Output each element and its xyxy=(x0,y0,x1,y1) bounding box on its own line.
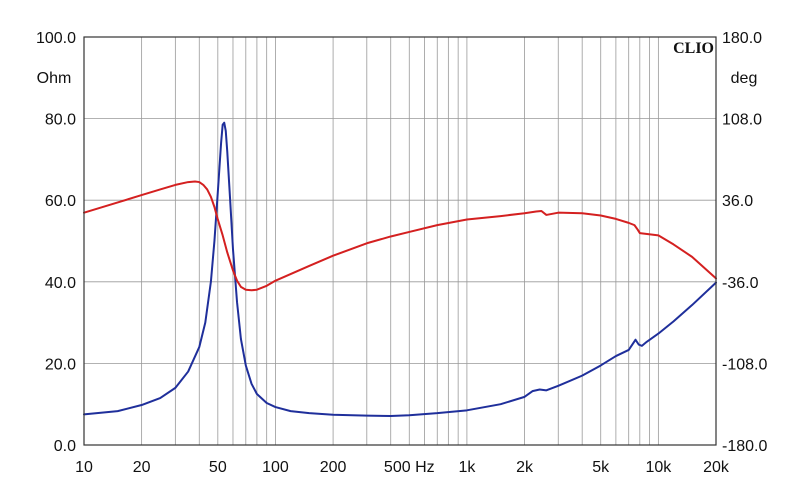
phase-curve xyxy=(83,180,717,292)
y-left-tick-label: 20.0 xyxy=(45,356,76,373)
right-axis-unit: deg xyxy=(731,70,758,87)
x-tick-label: 5k xyxy=(592,459,610,476)
y-left-tick-label: 100.0 xyxy=(36,30,76,47)
y-right-tick-label: 108.0 xyxy=(722,112,762,129)
axis-labels: 10 20 50 100 200 500 Hz 1k 2k 5k 10k 20k 0.0 20.0 40.… xyxy=(36,30,768,476)
data-series xyxy=(83,121,717,418)
x-tick-label: 200 xyxy=(320,459,347,476)
x-tick-label: 1k xyxy=(458,459,476,476)
y-left-tick-label: 60.0 xyxy=(45,193,76,210)
y-right-tick-label: 36.0 xyxy=(722,193,753,210)
x-tick-label: 20k xyxy=(703,459,730,476)
clio-brand-label: CLIO xyxy=(673,40,714,57)
grid-lines xyxy=(83,36,717,446)
x-tick-label: 10 xyxy=(75,459,93,476)
y-left-tick-label: 0.0 xyxy=(54,438,76,455)
x-tick-label: 20 xyxy=(133,459,151,476)
x-tick-label: 100 xyxy=(262,459,289,476)
y-right-tick-label: -180.0 xyxy=(722,438,767,455)
x-tick-label: 500 Hz xyxy=(384,459,435,476)
y-right-tick-label: -36.0 xyxy=(722,275,759,292)
x-tick-label: 10k xyxy=(645,459,672,476)
x-tick-label: 2k xyxy=(516,459,534,476)
y-left-tick-label: 80.0 xyxy=(45,112,76,129)
plot-frame xyxy=(83,36,717,446)
y-right-tick-label: 180.0 xyxy=(722,30,762,47)
y-right-tick-label: -108.0 xyxy=(722,356,767,373)
left-axis-unit: Ohm xyxy=(37,70,72,87)
impedance-curve xyxy=(83,121,717,418)
x-tick-label: 50 xyxy=(209,459,227,476)
y-left-tick-label: 40.0 xyxy=(45,275,76,292)
